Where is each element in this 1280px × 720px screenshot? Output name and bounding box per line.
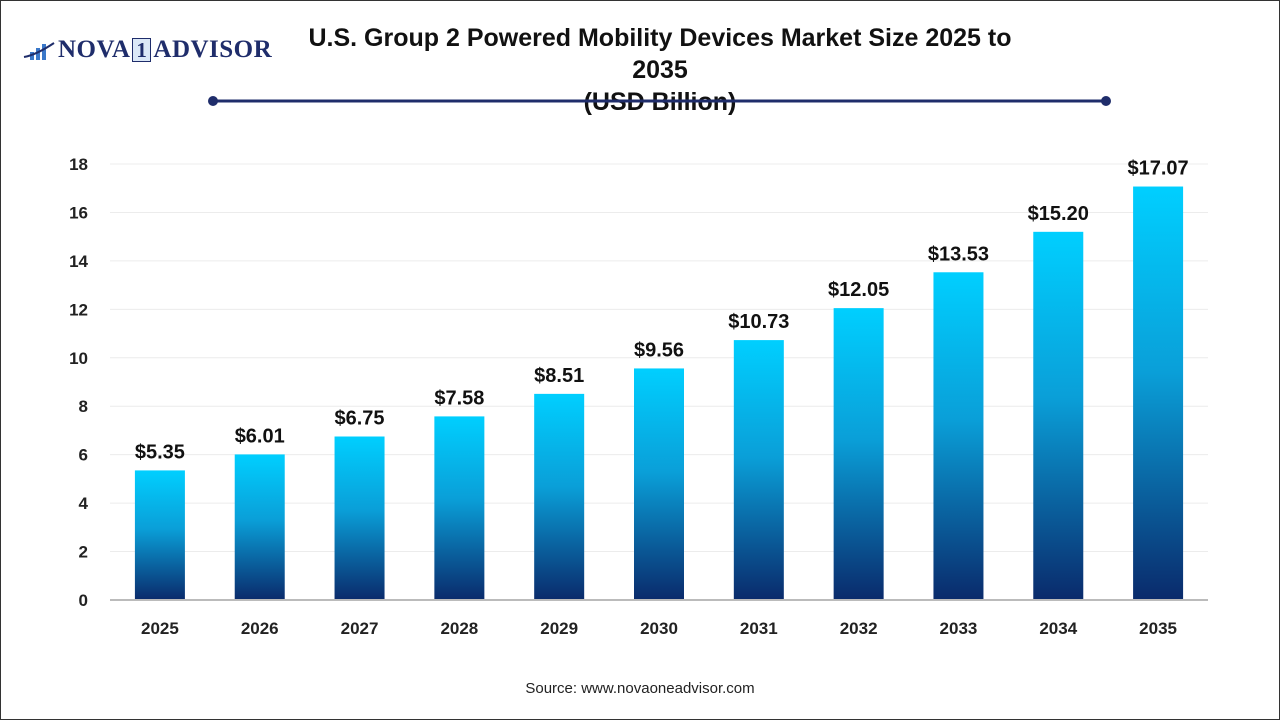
data-label: $6.01 — [235, 425, 285, 447]
bar-2031 — [733, 340, 784, 600]
bar-2027 — [334, 436, 385, 600]
logo-text-mid: 1 — [132, 38, 152, 62]
x-tick-label: 2027 — [341, 619, 379, 638]
data-label: $15.20 — [1028, 203, 1089, 225]
data-label: $7.58 — [434, 387, 484, 409]
logo-text-left: NOVA — [58, 36, 131, 63]
bar-2032 — [833, 308, 884, 600]
bar-2025 — [134, 470, 185, 600]
logo: NOVA 1 ADVISOR — [22, 36, 272, 64]
bar-2029 — [534, 393, 585, 600]
data-label: $5.35 — [135, 441, 185, 463]
y-tick-label: 8 — [79, 397, 88, 416]
y-tick-label: 18 — [69, 155, 88, 174]
bar-2028 — [434, 416, 485, 600]
logo-bars-icon — [23, 42, 55, 60]
x-tick-label: 2031 — [740, 619, 778, 638]
logo-text-right: ADVISOR — [153, 36, 273, 63]
y-tick-label: 6 — [79, 446, 88, 465]
chart-title-main: U.S. Group 2 Powered Mobility Devices Ma… — [308, 24, 1012, 84]
y-tick-label: 0 — [79, 591, 88, 610]
x-tick-label: 2029 — [540, 619, 578, 638]
bar-2030 — [634, 368, 684, 600]
y-tick-label: 10 — [69, 349, 88, 368]
bar-2026 — [234, 454, 285, 600]
data-label: $12.05 — [828, 279, 889, 301]
x-tick-label: 2030 — [640, 619, 678, 638]
x-tick-label: 2032 — [840, 619, 878, 638]
bar-2034 — [1033, 231, 1084, 601]
y-tick-label: 12 — [69, 300, 88, 319]
data-label: $9.56 — [634, 339, 684, 361]
data-label: $6.75 — [335, 408, 385, 430]
x-tick-label: 2026 — [241, 619, 279, 638]
title-divider — [208, 96, 1111, 106]
y-tick-label: 2 — [79, 543, 88, 562]
y-tick-label: 14 — [69, 252, 88, 271]
x-tick-label: 2035 — [1139, 619, 1177, 638]
x-tick-label: 2034 — [1039, 619, 1077, 638]
bar-2035 — [1133, 186, 1184, 600]
x-tick-label: 2025 — [141, 619, 179, 638]
data-label: $13.53 — [928, 243, 989, 265]
y-tick-label: 16 — [69, 203, 88, 222]
data-label: $17.07 — [1128, 158, 1189, 180]
data-label: $8.51 — [534, 365, 584, 387]
y-tick-label: 4 — [79, 494, 89, 513]
x-tick-label: 2033 — [940, 619, 978, 638]
data-label: $10.73 — [728, 311, 789, 333]
source-note: Source: www.novaoneadvisor.com — [525, 680, 755, 697]
bar-2033 — [933, 272, 984, 600]
x-tick-label: 2028 — [440, 619, 478, 638]
